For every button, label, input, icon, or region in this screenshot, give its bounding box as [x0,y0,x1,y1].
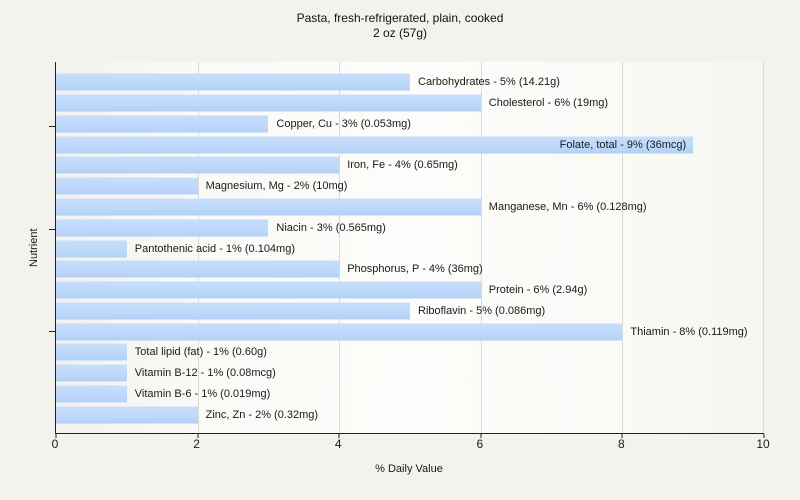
bars-container: Carbohydrates - 5% (14.21g) Cholesterol -… [56,62,764,433]
x-tick-label: 6 [476,437,484,451]
bar-label: Folate, total - 9% (36mcg) [559,138,687,151]
bar-row: Total lipid (fat) - 1% (0.60g) [56,342,764,363]
x-axis-tick [763,434,765,438]
x-tick-labels: 0 2 4 6 8 10 [51,437,770,451]
bar-label: Total lipid (fat) - 1% (0.60g) [134,346,267,359]
chart-title-line1: Pasta, fresh-refrigerated, plain, cooked [296,11,504,25]
gridline [339,62,341,433]
bar-row: Vitamin B-12 - 1% (0.08mcg) [56,363,764,384]
x-tick-label: 10 [756,437,770,451]
bar-row: Vitamin B-6 - 1% (0.019mg) [56,383,764,404]
bar-label: Zinc, Zn - 2% (0.32mg) [205,408,319,421]
bar-row: Manganese, Mn - 6% (0.128mg) [56,197,764,218]
bar [56,260,340,278]
bar [56,177,198,195]
gridline [480,62,482,433]
bar [56,156,340,174]
bar [56,240,127,257]
bar [56,406,198,424]
bar-label: Copper, Cu - 3% (0.053mg) [276,117,411,130]
x-tick-label: 8 [618,437,625,451]
bar-label: Phosphorus, P - 4% (36mg) [347,263,483,276]
bar-label: Riboflavin - 5% (0.086mg) [418,304,546,317]
chart-title: Pasta, fresh-refrigerated, plain, cooked… [0,11,800,41]
bar [56,198,481,216]
bar-row: Zinc, Zn - 2% (0.32mg) [56,404,764,425]
bar-row: Cholesterol - 6% (19mg) [56,93,764,114]
gridline [763,62,764,433]
gridline [622,62,624,433]
x-tick-label: 2 [193,437,200,451]
y-axis-tick [49,228,56,230]
bar-row: Protein - 6% (2.94g) [56,280,764,301]
bar [56,281,481,299]
bar-label: Magnesium, Mg - 2% (10mg) [205,180,348,193]
bar-row: Copper, Cu - 3% (0.053mg) [56,114,764,135]
bar-row: Riboflavin - 5% (0.086mg) [56,300,764,321]
x-tick-label: 4 [334,437,342,451]
plot-area: Carbohydrates - 5% (14.21g) Cholesterol -… [49,62,765,438]
bar-label: Manganese, Mn - 6% (0.128mg) [488,200,647,213]
bar [56,343,127,361]
bar [56,364,127,382]
y-axis-tick [49,126,56,128]
bar [56,385,127,403]
bar-label: Vitamin B-6 - 1% (0.019mg) [134,387,271,400]
bar [56,302,410,320]
x-axis-tick [480,434,482,438]
y-axis-tick [49,330,56,332]
bar [56,94,481,112]
bar-label: Pantothenic acid - 1% (0.104mg) [134,242,295,255]
bar-row: Folate, total - 9% (36mcg) [56,134,764,155]
bar [56,136,694,154]
bar-label: Thiamin - 8% (0.119mg) [630,325,748,338]
bar [56,219,269,237]
bar-label: Carbohydrates - 5% (14.21g) [418,76,560,89]
bar-row: Iron, Fe - 4% (0.65mg) [56,155,764,176]
bar-label: Protein - 6% (2.94g) [488,284,588,297]
bar-row: Thiamin - 8% (0.119mg) [56,321,764,342]
bar-row: Phosphorus, P - 4% (36mg) [56,259,764,280]
x-axis-tick [621,434,623,438]
bar-label: Cholesterol - 6% (19mg) [488,97,609,110]
bar-label: Niacin - 3% (0.565mg) [276,221,386,234]
x-tick-label: 0 [51,437,59,451]
bar [56,323,623,341]
bar-row: Niacin - 3% (0.565mg) [56,217,764,238]
bar [56,73,410,91]
y-axis-label: Nutrient [28,228,40,267]
gridline [197,62,199,433]
x-axis-label: % Daily Value [375,463,443,475]
x-axis-tick [197,434,199,438]
bar-label: Iron, Fe - 4% (0.65mg) [347,159,458,172]
bar-row: Carbohydrates - 5% (14.21g) [56,72,764,93]
bar-row: Pantothenic acid - 1% (0.104mg) [56,238,764,259]
x-axis-tick [55,434,57,438]
x-axis-tick [338,434,340,438]
bar-label: Vitamin B-12 - 1% (0.08mcg) [134,367,276,380]
chart-title-line2: 2 oz (57g) [372,26,428,40]
bar-row: Magnesium, Mg - 2% (10mg) [56,176,764,197]
bar [56,115,269,133]
